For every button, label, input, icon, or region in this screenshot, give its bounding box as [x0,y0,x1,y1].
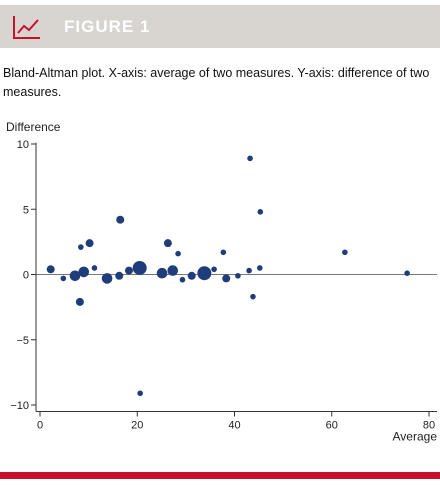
x-axis-label: Average [393,430,438,444]
data-point [404,270,410,276]
data-point [250,293,256,300]
data-point [197,266,212,281]
data-point [222,274,231,283]
data-point [211,266,217,273]
data-point [235,273,241,279]
data-point [342,249,348,256]
data-point [85,239,94,248]
data-point [179,276,186,283]
x-tick-label: 0 [37,420,43,432]
data-point [256,265,263,271]
data-point [247,155,253,162]
data-point [91,265,98,271]
bland-altman-plot: 10 5 0 −5 −10 0 20 40 60 80 Difference Average [6,120,438,444]
y-tick-label: −5 [16,335,29,347]
data-point [60,275,67,282]
x-tick-label: 80 [423,420,435,432]
data-point [116,215,125,224]
line-chart-icon [13,16,40,39]
data-point [175,250,181,257]
x-tick-label: 40 [228,420,240,432]
data-point [220,249,227,256]
data-point [132,260,147,275]
data-point [124,266,133,275]
data-point [115,271,124,280]
data-point [69,270,81,282]
figure-label: FIGURE 1 [64,17,151,36]
y-tick-label: −10 [10,400,29,412]
data-point [78,266,90,278]
x-tick-label: 60 [326,420,338,432]
data-point [163,239,172,248]
data-point [75,297,84,306]
y-tick-label: 10 [17,139,29,151]
data-point [187,271,196,280]
data-point [167,265,179,276]
y-tick-label: 0 [23,270,29,282]
data-point [137,390,143,397]
y-tick-label: 5 [23,204,29,216]
x-tick-label: 20 [131,420,143,432]
data-point [46,265,55,274]
data-point [257,209,264,215]
bottom-accent-bar [0,472,440,479]
data-point [78,244,84,250]
data-point [156,267,168,279]
figure-header: FIGURE 1 [0,5,440,48]
data-point [246,267,252,274]
data-point [101,273,113,284]
y-axis-label: Difference [6,120,61,134]
figure-caption: Bland-Altman plot. X-axis: average of tw… [3,66,430,99]
